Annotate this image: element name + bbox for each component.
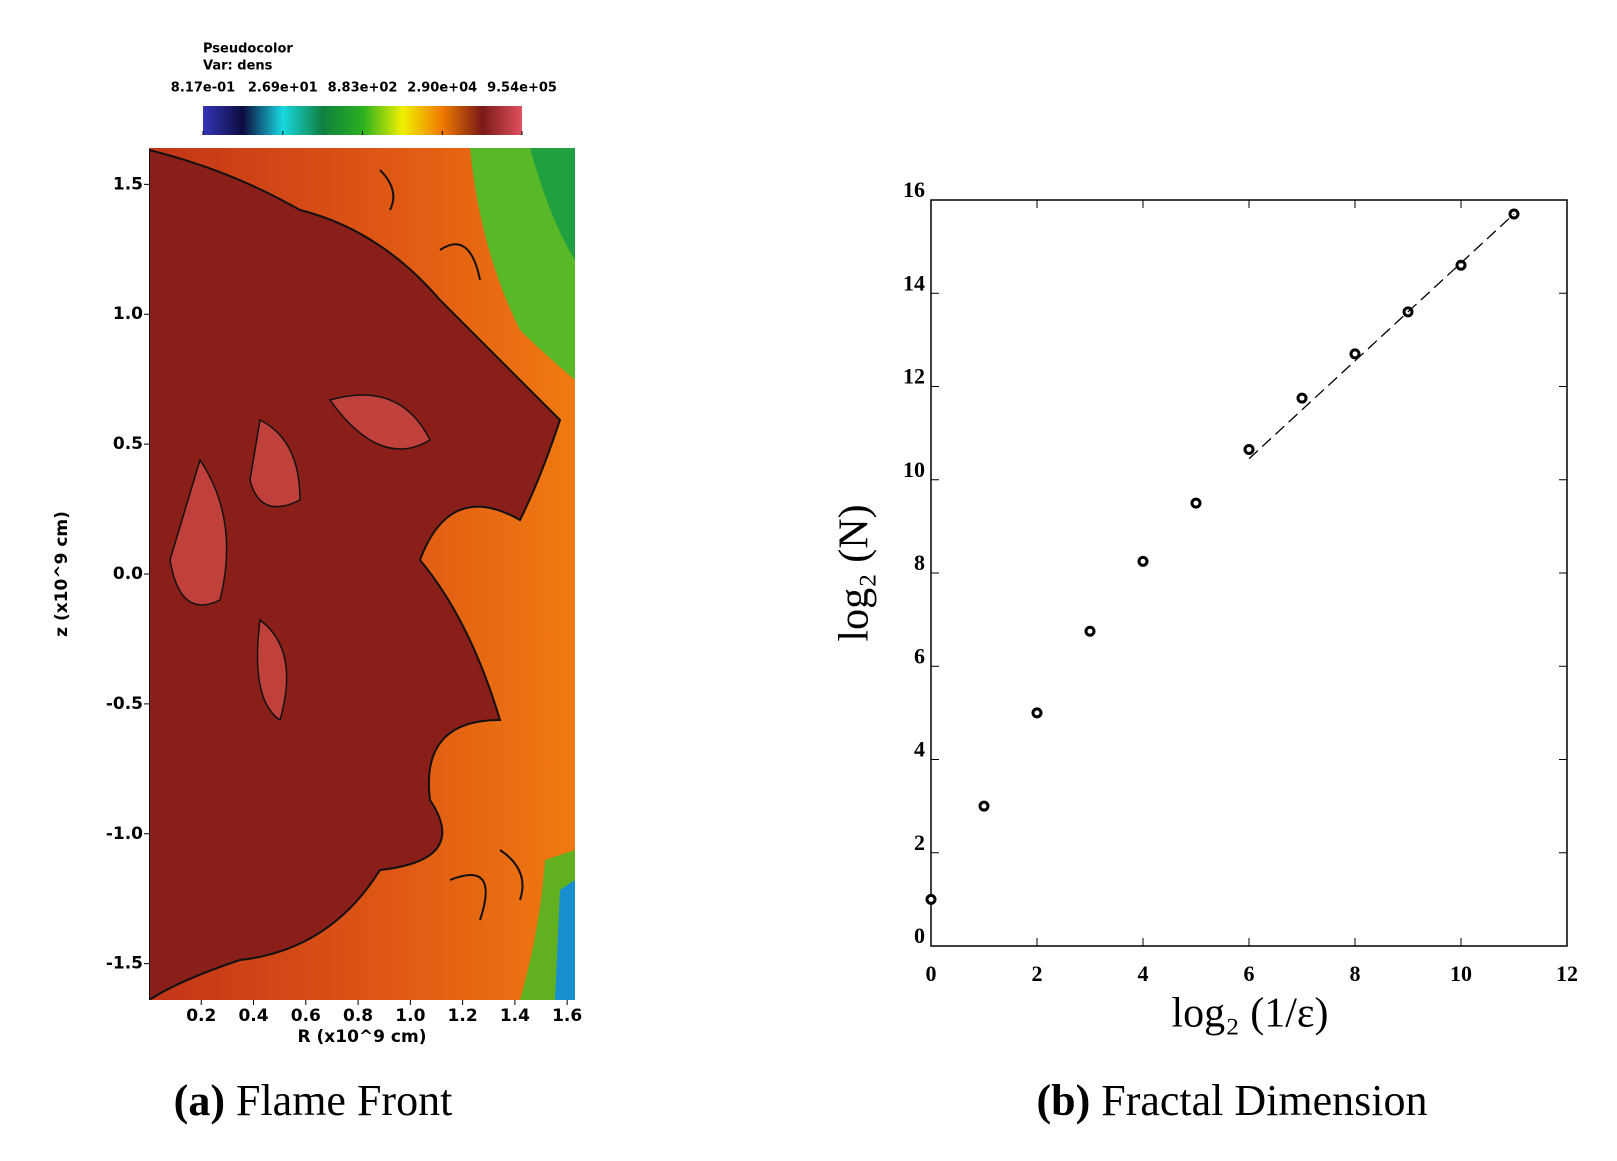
caption-text: Flame Front xyxy=(236,1076,452,1125)
y-tick-label: 0.5 xyxy=(113,434,143,454)
x-axis-label: log₂ (1/ε) xyxy=(1171,991,1328,1037)
y-tick-label: 10 xyxy=(903,457,925,482)
data-point xyxy=(1031,707,1043,719)
y-tick-label: 2 xyxy=(914,830,925,855)
y-axis-label: z (x10^9 cm) xyxy=(52,511,72,637)
x-tick-label: 10 xyxy=(1450,961,1472,986)
caption: (a) Flame Front xyxy=(174,1076,453,1125)
x-tick-label: 0.4 xyxy=(238,1006,268,1026)
x-tick-label: 1.6 xyxy=(552,1006,582,1026)
y-axis-label: log₂ (N) xyxy=(832,504,878,641)
y-tick-label: 0 xyxy=(914,923,925,948)
y-tick-label: 6 xyxy=(914,643,925,668)
colorbar-title: Pseudocolor xyxy=(203,42,293,57)
data-point xyxy=(1137,555,1149,567)
density-image xyxy=(149,148,575,1000)
data-point xyxy=(1243,443,1255,455)
x-axis-label: R (x10^9 cm) xyxy=(298,1027,427,1047)
caption: (b) Fractal Dimension xyxy=(1036,1076,1427,1125)
x-tick-label: 12 xyxy=(1556,961,1578,986)
y-tick-label: 16 xyxy=(903,177,925,202)
y-tick-label: 14 xyxy=(903,270,925,295)
y-tick-label: 0.0 xyxy=(113,564,143,584)
data-point xyxy=(978,800,990,812)
x-tick-label: 1.2 xyxy=(448,1006,478,1026)
y-tick-label: 8 xyxy=(914,550,925,575)
x-tick-label: 0.2 xyxy=(186,1006,216,1026)
y-tick-label: -0.5 xyxy=(106,694,143,714)
colorbar-subtitle: Var: dens xyxy=(203,59,273,74)
y-tick-label: 1.0 xyxy=(113,304,143,324)
plot-frame xyxy=(930,199,1568,947)
y-tick-label: 1.5 xyxy=(113,174,143,194)
caption-text: Fractal Dimension xyxy=(1101,1076,1427,1125)
x-tick-label: 1.4 xyxy=(500,1006,530,1026)
data-point xyxy=(1296,392,1308,404)
fit-line xyxy=(1248,213,1515,460)
x-tick-label: 2 xyxy=(1032,961,1043,986)
x-tick-label: 0.8 xyxy=(343,1006,373,1026)
y-tick-label: -1.0 xyxy=(106,824,143,844)
colorbar-tick-label: 2.69e+01 xyxy=(248,81,318,96)
colorbar-tick-label: 2.90e+04 xyxy=(407,81,477,96)
colorbar-tick-label: 9.54e+05 xyxy=(487,81,557,96)
caption-label: (b) xyxy=(1036,1076,1090,1125)
x-tick-label: 6 xyxy=(1244,961,1255,986)
x-tick-label: 4 xyxy=(1138,961,1149,986)
y-tick-label: 12 xyxy=(903,364,925,389)
data-point xyxy=(925,893,937,905)
colorbar-tick-label: 8.17e-01 xyxy=(171,81,235,96)
x-tick-label: 1.0 xyxy=(395,1006,425,1026)
x-tick-label: 0.6 xyxy=(291,1006,321,1026)
data-point xyxy=(1084,625,1096,637)
data-point xyxy=(1455,259,1467,271)
colorbar xyxy=(203,106,522,135)
x-tick-label: 8 xyxy=(1350,961,1361,986)
x-tick-label: 0 xyxy=(926,961,937,986)
data-point xyxy=(1190,497,1202,509)
colorbar-tick-label: 8.83e+02 xyxy=(328,81,398,96)
data-point xyxy=(1349,348,1361,360)
y-tick-label: -1.5 xyxy=(106,954,143,974)
y-tick-label: 4 xyxy=(914,737,925,762)
caption-label: (a) xyxy=(174,1076,225,1125)
